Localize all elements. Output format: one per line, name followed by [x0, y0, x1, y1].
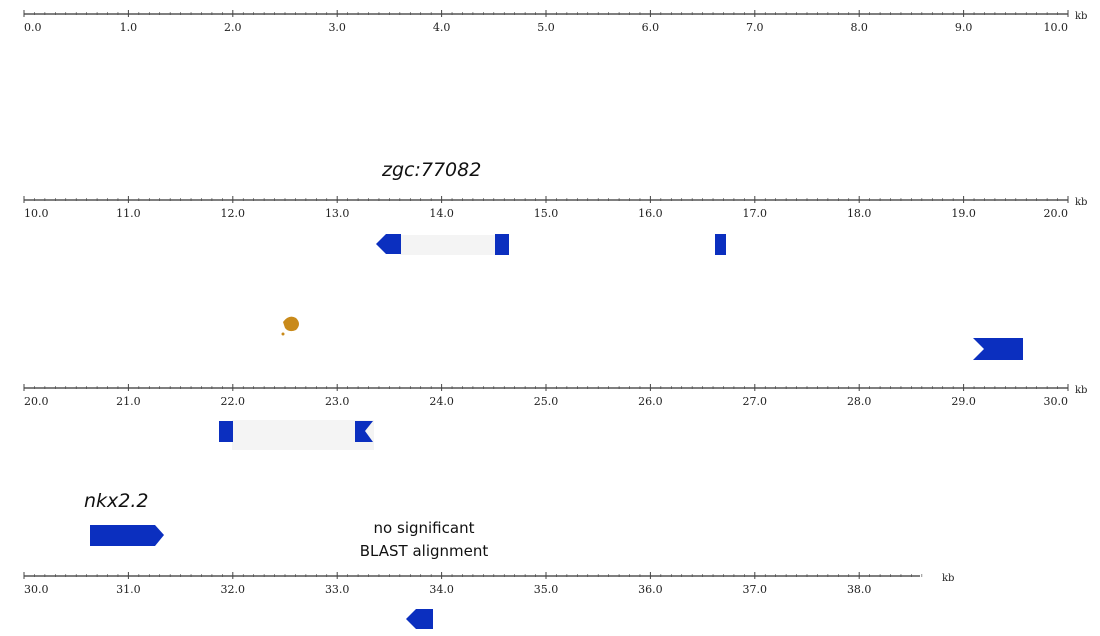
- unit-label: kb: [1075, 11, 1087, 22]
- gene-label-nkx22: nkx2.2: [84, 490, 149, 512]
- exon-arrow-left: [406, 609, 433, 629]
- tick-label: 37.0: [743, 583, 768, 596]
- tick-label: 30.0: [1044, 395, 1069, 408]
- gene-label-zgc77082: zgc:77082: [381, 159, 481, 181]
- tick-label: 25.0: [534, 395, 559, 408]
- exon-arrow-right: [90, 525, 164, 546]
- gene-model-zgc77082: [376, 234, 726, 255]
- unit-label: kb: [1075, 197, 1087, 208]
- tick-label: 10.0: [24, 207, 49, 220]
- tick-label: 20.0: [1044, 207, 1069, 220]
- tick-label: 27.0: [743, 395, 768, 408]
- tick-label: 6.0: [642, 21, 660, 34]
- tick-label: 23.0: [325, 395, 350, 408]
- tick-label: 29.0: [951, 395, 976, 408]
- exon-block: [715, 234, 726, 255]
- unit-label: kb: [942, 573, 954, 584]
- tick-label: 8.0: [850, 21, 868, 34]
- tick-label: 24.0: [429, 395, 454, 408]
- tick-label: 38.0: [847, 583, 872, 596]
- exon-arrow-right: [973, 338, 1023, 360]
- note-line2: BLAST alignment: [360, 542, 489, 560]
- tick-label: 13.0: [325, 207, 350, 220]
- tick-label: 4.0: [433, 21, 451, 34]
- tick-label: 35.0: [534, 583, 559, 596]
- tick-label: 30.0: [24, 583, 49, 596]
- tick-label: 3.0: [328, 21, 346, 34]
- tick-label: 26.0: [638, 395, 663, 408]
- intron-gap: [508, 235, 714, 255]
- tick-label: 14.0: [429, 207, 454, 220]
- tick-label: 32.0: [221, 583, 246, 596]
- tick-label: 31.0: [116, 583, 141, 596]
- tick-label: 16.0: [638, 207, 663, 220]
- tick-label: 9.0: [955, 21, 973, 34]
- tick-label: 18.0: [847, 207, 872, 220]
- tick-label: 19.0: [951, 207, 976, 220]
- tick-label: 17.0: [743, 207, 768, 220]
- tick-label: 22.0: [221, 395, 246, 408]
- tick-label: 7.0: [746, 21, 764, 34]
- gene-model-track2: [219, 420, 374, 450]
- intron-band: [400, 235, 496, 255]
- track-20-30kb: 20.0 21.0 22.0 23.0 24.0 25.0 26.0 27.0 28.0 29.0…: [23, 384, 1087, 408]
- note-line1: no significant: [374, 519, 475, 537]
- track-0-10kb: 0.0 1.0 2.0 3.0 4.0 5.0 6.0 7.0 8.0 9.0 10.0 kb: [23, 10, 1087, 34]
- exon-block: [495, 234, 509, 255]
- exon-notched: [355, 421, 373, 442]
- track-30-38kb: 30.0 31.0 32.0 33.0 34.0 35.0 36.0 37.0 38.0 kb: [23, 572, 954, 596]
- tick-label: 15.0: [534, 207, 559, 220]
- tick-label: 5.0: [537, 21, 555, 34]
- tick-label: 10.0: [1044, 21, 1069, 34]
- tick-label: 34.0: [429, 583, 454, 596]
- tick-label: 0.0: [24, 21, 42, 34]
- tick-label: 11.0: [116, 207, 141, 220]
- tick-label: 20.0: [24, 395, 49, 408]
- tick-label: 21.0: [116, 395, 141, 408]
- tick-label: 2.0: [224, 21, 242, 34]
- tick-label: 33.0: [325, 583, 350, 596]
- exon-block: [219, 421, 233, 442]
- tick-label: 1.0: [120, 21, 138, 34]
- tick-label: 12.0: [221, 207, 246, 220]
- exon-arrow-left: [376, 234, 401, 254]
- track-10-20kb: 10.0 11.0 12.0 13.0 14.0 15.0 16.0 17.0 18.0 19.0…: [23, 196, 1087, 220]
- intron-band: [232, 420, 374, 450]
- unit-label: kb: [1075, 385, 1087, 396]
- tick-label: 36.0: [638, 583, 663, 596]
- tick-label: 28.0: [847, 395, 872, 408]
- orange-spot: [281, 316, 299, 336]
